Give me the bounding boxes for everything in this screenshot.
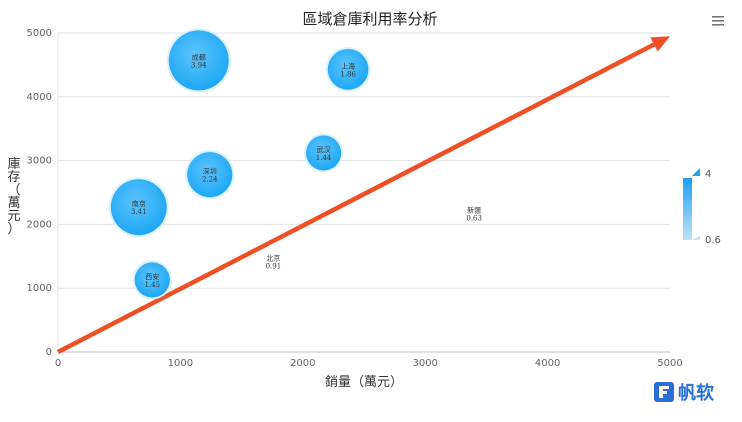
bubble-value-label: 0.91 — [266, 262, 282, 270]
y-axis-label-char: 元 — [7, 209, 20, 224]
legend-handle-top[interactable] — [692, 168, 700, 176]
bubble-point[interactable]: 南京3.41 — [108, 177, 169, 238]
bubble-circle — [306, 135, 342, 171]
legend-gradient-bar — [683, 178, 692, 240]
bubble-circle — [110, 179, 167, 236]
bubble-value-label: 3.94 — [191, 61, 207, 69]
y-axis-label-char: （ — [7, 183, 20, 198]
legend-handle-bottom[interactable] — [692, 236, 700, 240]
bubble-name-label: 深圳 — [203, 167, 217, 176]
y-tick-label: 2000 — [27, 219, 52, 230]
bubble-circle — [187, 152, 233, 198]
legend-min-label: 0.6 — [705, 235, 721, 246]
brand-watermark: 帆软 — [654, 382, 714, 404]
y-axis-label: 庫存（萬元） — [7, 157, 20, 237]
x-tick-label: 0 — [55, 358, 61, 369]
y-tick-label: 0 — [46, 347, 52, 358]
bubble-value-label: 1.45 — [144, 281, 160, 289]
bubble-value-label: 3.41 — [131, 208, 147, 216]
menu-icon[interactable] — [712, 16, 724, 26]
y-tick-label: 1000 — [27, 283, 52, 294]
y-axis-label-char: 萬 — [7, 196, 20, 211]
bubble-point[interactable]: 成都3.94 — [166, 28, 231, 93]
x-tick-label: 2000 — [290, 358, 315, 369]
bubble-value-label: 1.86 — [340, 70, 356, 78]
x-tick-label: 3000 — [412, 358, 437, 369]
x-tick-label: 5000 — [657, 358, 682, 369]
trend-arrow — [56, 36, 670, 354]
bubble-circle — [327, 49, 369, 90]
bubble-point[interactable]: 武汉1.44 — [304, 133, 344, 173]
bubble-name-label: 南京 — [132, 199, 146, 208]
trend-arrow-head — [650, 36, 670, 52]
trend-arrow-shaft — [56, 42, 656, 354]
bubble-name-label: 西安 — [145, 272, 159, 281]
brand-name: 帆软 — [678, 382, 714, 404]
bubble-circle — [134, 262, 170, 298]
y-axis-label-char: 庫 — [7, 157, 20, 172]
y-tick-label: 3000 — [27, 156, 52, 167]
bubble-point[interactable]: 新疆0.63 — [466, 206, 482, 223]
bubble-name-label: 成都 — [192, 52, 206, 61]
bubble-point[interactable]: 上海1.86 — [325, 47, 371, 92]
y-axis-label-char: 存 — [7, 170, 20, 185]
bubble-name-label: 北京 — [266, 253, 280, 262]
y-tick-label: 5000 — [27, 28, 52, 39]
bubble-value-label: 0.63 — [466, 215, 482, 223]
y-tick-label: 4000 — [27, 92, 52, 103]
chart-title: 區域倉庫利用率分析 — [302, 10, 437, 28]
x-tick-label: 1000 — [168, 358, 193, 369]
bubble-name-label: 上海 — [341, 61, 355, 70]
size-legend: 4 0.6 — [683, 168, 721, 246]
x-tick-label: 4000 — [535, 358, 560, 369]
bubble-point[interactable]: 深圳2.24 — [185, 150, 235, 200]
bubble-point[interactable]: 北京0.91 — [266, 253, 282, 270]
bubble-circle — [168, 30, 229, 91]
legend-max-label: 4 — [705, 169, 711, 180]
bubble-point[interactable]: 西安1.45 — [132, 260, 172, 300]
x-axis-label: 銷量（萬元） — [325, 374, 403, 390]
bubble-name-label: 武汉 — [317, 145, 331, 154]
y-axis-label-char: ） — [7, 222, 20, 237]
bubble-name-label: 新疆 — [467, 206, 481, 215]
bubble-value-label: 1.44 — [316, 154, 332, 162]
axes: 0 1000 2000 3000 4000 5000 0 1000 2000 3000 4000 50… — [27, 28, 683, 369]
bubble-value-label: 2.24 — [202, 176, 218, 184]
